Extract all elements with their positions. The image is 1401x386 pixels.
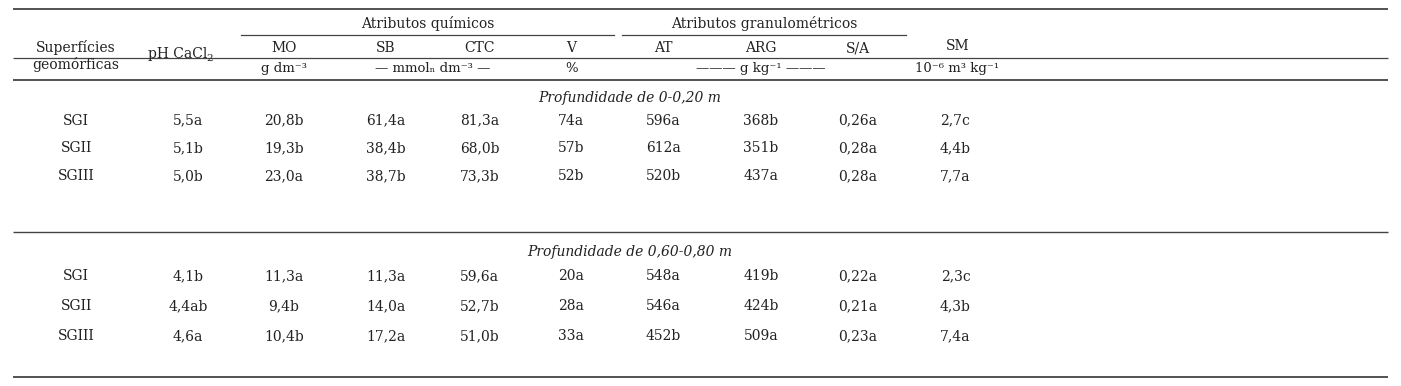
Text: SM: SM [946, 39, 969, 53]
Text: SGI: SGI [63, 113, 90, 127]
Text: 2,7c: 2,7c [940, 113, 971, 127]
Text: 14,0a: 14,0a [366, 299, 405, 313]
Text: 52b: 52b [558, 169, 584, 183]
Text: 7,4a: 7,4a [940, 329, 971, 343]
Text: Profundidade de 0-0,20 m: Profundidade de 0-0,20 m [538, 91, 722, 105]
Text: 17,2a: 17,2a [366, 329, 405, 343]
Text: 4,4ab: 4,4ab [168, 299, 207, 313]
Text: 10,4b: 10,4b [263, 329, 304, 343]
Text: Profundidade de 0,60-0,80 m: Profundidade de 0,60-0,80 m [527, 245, 733, 259]
Text: 81,3a: 81,3a [460, 113, 499, 127]
Text: 11,3a: 11,3a [265, 269, 304, 283]
Text: 28a: 28a [559, 299, 584, 313]
Text: g dm⁻³: g dm⁻³ [261, 63, 307, 75]
Text: 546a: 546a [646, 299, 681, 313]
Text: SGI: SGI [63, 269, 90, 283]
Text: ——— g kg⁻¹ ———: ——— g kg⁻¹ ——— [695, 63, 825, 75]
Text: 5,0b: 5,0b [172, 169, 203, 183]
Text: 4,4b: 4,4b [940, 141, 971, 155]
Text: SB: SB [375, 41, 395, 55]
Text: 68,0b: 68,0b [460, 141, 499, 155]
Text: 2,3c: 2,3c [940, 269, 971, 283]
Text: Atributos granulométricos: Atributos granulométricos [671, 16, 857, 31]
Text: 520b: 520b [646, 169, 681, 183]
Text: Superfícies
geomórficas: Superfícies geomórficas [32, 40, 119, 72]
Text: 351b: 351b [744, 141, 779, 155]
Text: — mmolₙ dm⁻³ —: — mmolₙ dm⁻³ — [375, 63, 490, 75]
Text: AT: AT [654, 41, 672, 55]
Text: 19,3b: 19,3b [263, 141, 304, 155]
Text: SGII: SGII [60, 141, 92, 155]
Text: 368b: 368b [744, 113, 779, 127]
Text: 0,26a: 0,26a [838, 113, 877, 127]
Text: SGIII: SGIII [57, 329, 95, 343]
Text: 33a: 33a [559, 329, 584, 343]
Text: 11,3a: 11,3a [366, 269, 405, 283]
Text: 4,3b: 4,3b [940, 299, 971, 313]
Text: 57b: 57b [558, 141, 584, 155]
Text: 0,28a: 0,28a [838, 169, 877, 183]
Text: 437a: 437a [744, 169, 779, 183]
Text: 20a: 20a [559, 269, 584, 283]
Text: V: V [566, 41, 576, 55]
Text: 38,7b: 38,7b [366, 169, 405, 183]
Text: 74a: 74a [558, 113, 584, 127]
Text: 5,5a: 5,5a [172, 113, 203, 127]
Text: SGIII: SGIII [57, 169, 95, 183]
Text: ARG: ARG [745, 41, 776, 55]
Text: %: % [565, 63, 577, 75]
Text: Atributos químicos: Atributos químicos [361, 16, 495, 31]
Text: CTC: CTC [464, 41, 495, 55]
Text: 9,4b: 9,4b [269, 299, 300, 313]
Text: SGII: SGII [60, 299, 92, 313]
Text: 0,28a: 0,28a [838, 141, 877, 155]
Text: 7,7a: 7,7a [940, 169, 971, 183]
Text: 548a: 548a [646, 269, 681, 283]
Text: 612a: 612a [646, 141, 681, 155]
Text: 38,4b: 38,4b [366, 141, 405, 155]
Text: 0,21a: 0,21a [838, 299, 877, 313]
Text: 59,6a: 59,6a [460, 269, 499, 283]
Text: 10⁻⁶ m³ kg⁻¹: 10⁻⁶ m³ kg⁻¹ [915, 63, 999, 75]
Text: 0,22a: 0,22a [838, 269, 877, 283]
Text: 4,1b: 4,1b [172, 269, 203, 283]
Text: 2: 2 [207, 54, 213, 63]
Text: MO: MO [272, 41, 297, 55]
Text: 419b: 419b [743, 269, 779, 283]
Text: 61,4a: 61,4a [366, 113, 405, 127]
Text: 51,0b: 51,0b [460, 329, 499, 343]
Text: 23,0a: 23,0a [265, 169, 304, 183]
Text: 5,1b: 5,1b [172, 141, 203, 155]
Text: 452b: 452b [646, 329, 681, 343]
Text: 73,3b: 73,3b [460, 169, 499, 183]
Text: 52,7b: 52,7b [460, 299, 499, 313]
Text: 20,8b: 20,8b [263, 113, 304, 127]
Text: 4,6a: 4,6a [172, 329, 203, 343]
Text: 596a: 596a [646, 113, 681, 127]
Text: S/A: S/A [846, 41, 870, 55]
Text: 509a: 509a [744, 329, 778, 343]
Text: pH CaCl: pH CaCl [149, 47, 207, 61]
Text: 424b: 424b [743, 299, 779, 313]
Text: 0,23a: 0,23a [838, 329, 877, 343]
